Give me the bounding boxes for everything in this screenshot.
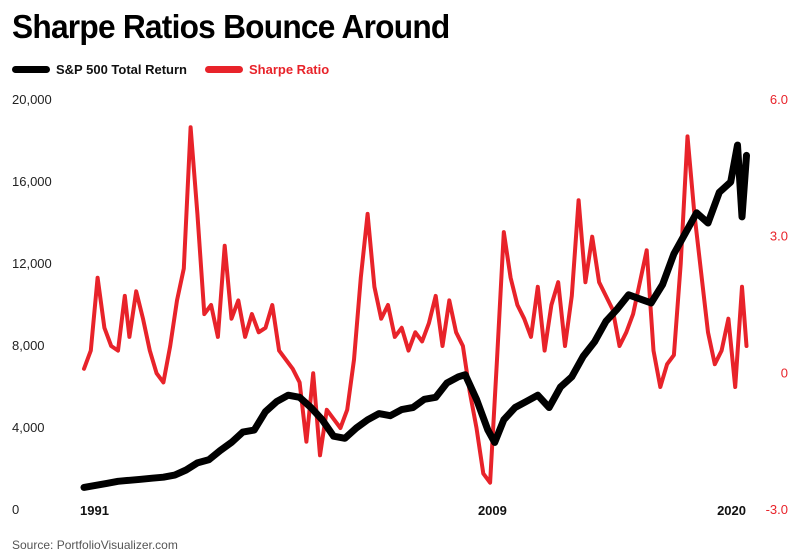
left-tick-label-0: 0 — [12, 502, 19, 517]
x-tick-label-1: 2009 — [478, 503, 507, 518]
legend-label-sharpe: Sharpe Ratio — [249, 62, 330, 77]
right-axis: -3.0 0 3.0 6.0 — [766, 92, 788, 517]
plot-area — [80, 125, 750, 491]
legend-swatch-sharpe — [205, 66, 243, 73]
x-axis: 1991 2009 2020 — [80, 503, 746, 518]
left-tick-label-4: 16,000 — [12, 174, 52, 189]
series-line-sharpe-ratio — [82, 125, 749, 485]
right-tick-label-3: 6.0 — [770, 92, 788, 107]
left-tick-label-1: 4,000 — [12, 420, 45, 435]
right-tick-label-2: 3.0 — [770, 229, 788, 244]
left-tick-label-2: 8,000 — [12, 338, 45, 353]
right-tick-label-1: 0 — [781, 365, 788, 380]
x-tick-label-0: 1991 — [80, 503, 109, 518]
source-note: Source: PortfolioVisualizer.com — [12, 538, 178, 552]
x-tick-label-2: 2020 — [717, 503, 746, 518]
right-tick-label-0: -3.0 — [766, 502, 788, 517]
legend: S&P 500 Total Return Sharpe Ratio — [12, 62, 329, 77]
left-axis: 0 4,000 8,000 12,000 16,000 20,000 — [12, 92, 52, 517]
legend-swatch-sp500 — [12, 66, 50, 73]
series-line-sp500-total-return — [80, 141, 750, 491]
legend-item-sp500: S&P 500 Total Return — [12, 62, 187, 77]
chart-title: Sharpe Ratios Bounce Around — [12, 8, 450, 45]
legend-label-sp500: S&P 500 Total Return — [56, 62, 187, 77]
left-tick-label-3: 12,000 — [12, 256, 52, 271]
chart-canvas: 0 4,000 8,000 12,000 16,000 20,000 -3.0 0 3.0 6.… — [12, 92, 788, 518]
left-tick-label-5: 20,000 — [12, 92, 52, 107]
legend-item-sharpe: Sharpe Ratio — [205, 62, 329, 77]
